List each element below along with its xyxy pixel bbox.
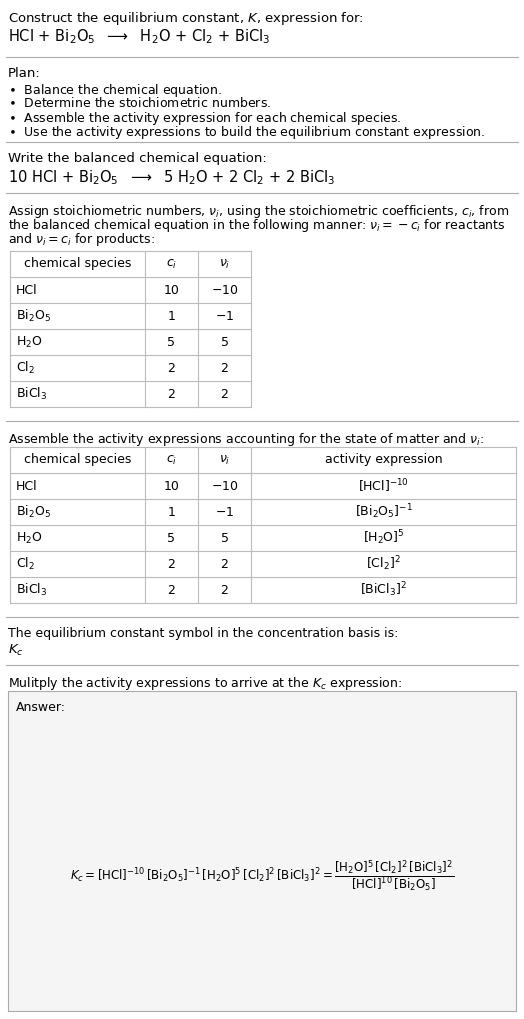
- Text: H$_2$O: H$_2$O: [16, 531, 42, 545]
- Text: H$_2$O: H$_2$O: [16, 334, 42, 350]
- Text: Mulitply the activity expressions to arrive at the $K_c$ expression:: Mulitply the activity expressions to arr…: [8, 675, 402, 692]
- Text: $-10$: $-10$: [211, 480, 238, 492]
- Text: [HCl]$^{-10}$: [HCl]$^{-10}$: [358, 477, 409, 495]
- Text: and $\nu_i = c_i$ for products:: and $\nu_i = c_i$ for products:: [8, 231, 155, 248]
- Text: [Bi$_2$O$_5$]$^{-1}$: [Bi$_2$O$_5$]$^{-1}$: [355, 502, 412, 522]
- Text: Cl$_2$: Cl$_2$: [16, 360, 35, 376]
- Text: $-1$: $-1$: [215, 505, 234, 519]
- Text: Assign stoichiometric numbers, $\nu_i$, using the stoichiometric coefficients, $: Assign stoichiometric numbers, $\nu_i$, …: [8, 203, 509, 220]
- Text: $\nu_i$: $\nu_i$: [219, 258, 230, 271]
- Text: HCl: HCl: [16, 480, 38, 492]
- Text: The equilibrium constant symbol in the concentration basis is:: The equilibrium constant symbol in the c…: [8, 627, 398, 640]
- Text: 2: 2: [221, 362, 228, 375]
- Text: HCl + Bi$_2$O$_5$  $\longrightarrow$  H$_2$O + Cl$_2$ + BiCl$_3$: HCl + Bi$_2$O$_5$ $\longrightarrow$ H$_2…: [8, 26, 270, 46]
- Text: $-1$: $-1$: [215, 310, 234, 322]
- Text: Bi$_2$O$_5$: Bi$_2$O$_5$: [16, 308, 51, 324]
- Text: 2: 2: [221, 584, 228, 596]
- Text: 2: 2: [168, 584, 176, 596]
- Text: 2: 2: [221, 557, 228, 571]
- Text: Plan:: Plan:: [8, 67, 41, 81]
- Text: $K_c$: $K_c$: [8, 643, 24, 658]
- Text: chemical species: chemical species: [24, 453, 131, 467]
- Text: $K_c = [\mathrm{HCl}]^{-10}\,[\mathrm{Bi_2O_5}]^{-1}\,[\mathrm{H_2O}]^{5}\,[\mat: $K_c = [\mathrm{HCl}]^{-10}\,[\mathrm{Bi…: [70, 859, 454, 895]
- Text: Cl$_2$: Cl$_2$: [16, 556, 35, 572]
- Text: Assemble the activity expressions accounting for the state of matter and $\nu_i$: Assemble the activity expressions accoun…: [8, 431, 484, 448]
- Text: 2: 2: [168, 387, 176, 400]
- Text: 5: 5: [221, 532, 228, 544]
- Text: BiCl$_3$: BiCl$_3$: [16, 582, 47, 598]
- Text: [BiCl$_3$]$^2$: [BiCl$_3$]$^2$: [360, 581, 407, 599]
- Text: 10: 10: [163, 480, 179, 492]
- Text: 1: 1: [168, 505, 176, 519]
- Text: Construct the equilibrium constant, $K$, expression for:: Construct the equilibrium constant, $K$,…: [8, 10, 364, 26]
- Text: BiCl$_3$: BiCl$_3$: [16, 386, 47, 403]
- Text: 5: 5: [168, 532, 176, 544]
- Text: 5: 5: [168, 335, 176, 348]
- Text: 1: 1: [168, 310, 176, 322]
- Text: $\bullet$  Use the activity expressions to build the equilibrium constant expres: $\bullet$ Use the activity expressions t…: [8, 124, 485, 141]
- Text: [H$_2$O]$^5$: [H$_2$O]$^5$: [363, 529, 405, 547]
- Text: Bi$_2$O$_5$: Bi$_2$O$_5$: [16, 504, 51, 520]
- Text: $\bullet$  Balance the chemical equation.: $\bullet$ Balance the chemical equation.: [8, 82, 222, 99]
- Text: $-10$: $-10$: [211, 283, 238, 297]
- Text: $c_i$: $c_i$: [166, 453, 177, 467]
- Text: $\nu_i$: $\nu_i$: [219, 453, 230, 467]
- Text: HCl: HCl: [16, 283, 38, 297]
- Text: [Cl$_2$]$^2$: [Cl$_2$]$^2$: [366, 554, 401, 574]
- Text: 10: 10: [163, 283, 179, 297]
- Text: $c_i$: $c_i$: [166, 258, 177, 271]
- Text: 2: 2: [168, 557, 176, 571]
- Text: 2: 2: [168, 362, 176, 375]
- Text: 2: 2: [221, 387, 228, 400]
- Text: activity expression: activity expression: [325, 453, 442, 467]
- Text: chemical species: chemical species: [24, 258, 131, 270]
- Text: 10 HCl + Bi$_2$O$_5$  $\longrightarrow$  5 H$_2$O + 2 Cl$_2$ + 2 BiCl$_3$: 10 HCl + Bi$_2$O$_5$ $\longrightarrow$ 5…: [8, 168, 335, 186]
- Text: 5: 5: [221, 335, 228, 348]
- Text: the balanced chemical equation in the following manner: $\nu_i = -c_i$ for react: the balanced chemical equation in the fo…: [8, 217, 506, 234]
- Text: $\bullet$  Determine the stoichiometric numbers.: $\bullet$ Determine the stoichiometric n…: [8, 96, 271, 110]
- FancyBboxPatch shape: [8, 691, 516, 1011]
- Text: $\bullet$  Assemble the activity expression for each chemical species.: $\bullet$ Assemble the activity expressi…: [8, 110, 401, 127]
- Text: Answer:: Answer:: [16, 701, 66, 714]
- Text: Write the balanced chemical equation:: Write the balanced chemical equation:: [8, 152, 267, 165]
